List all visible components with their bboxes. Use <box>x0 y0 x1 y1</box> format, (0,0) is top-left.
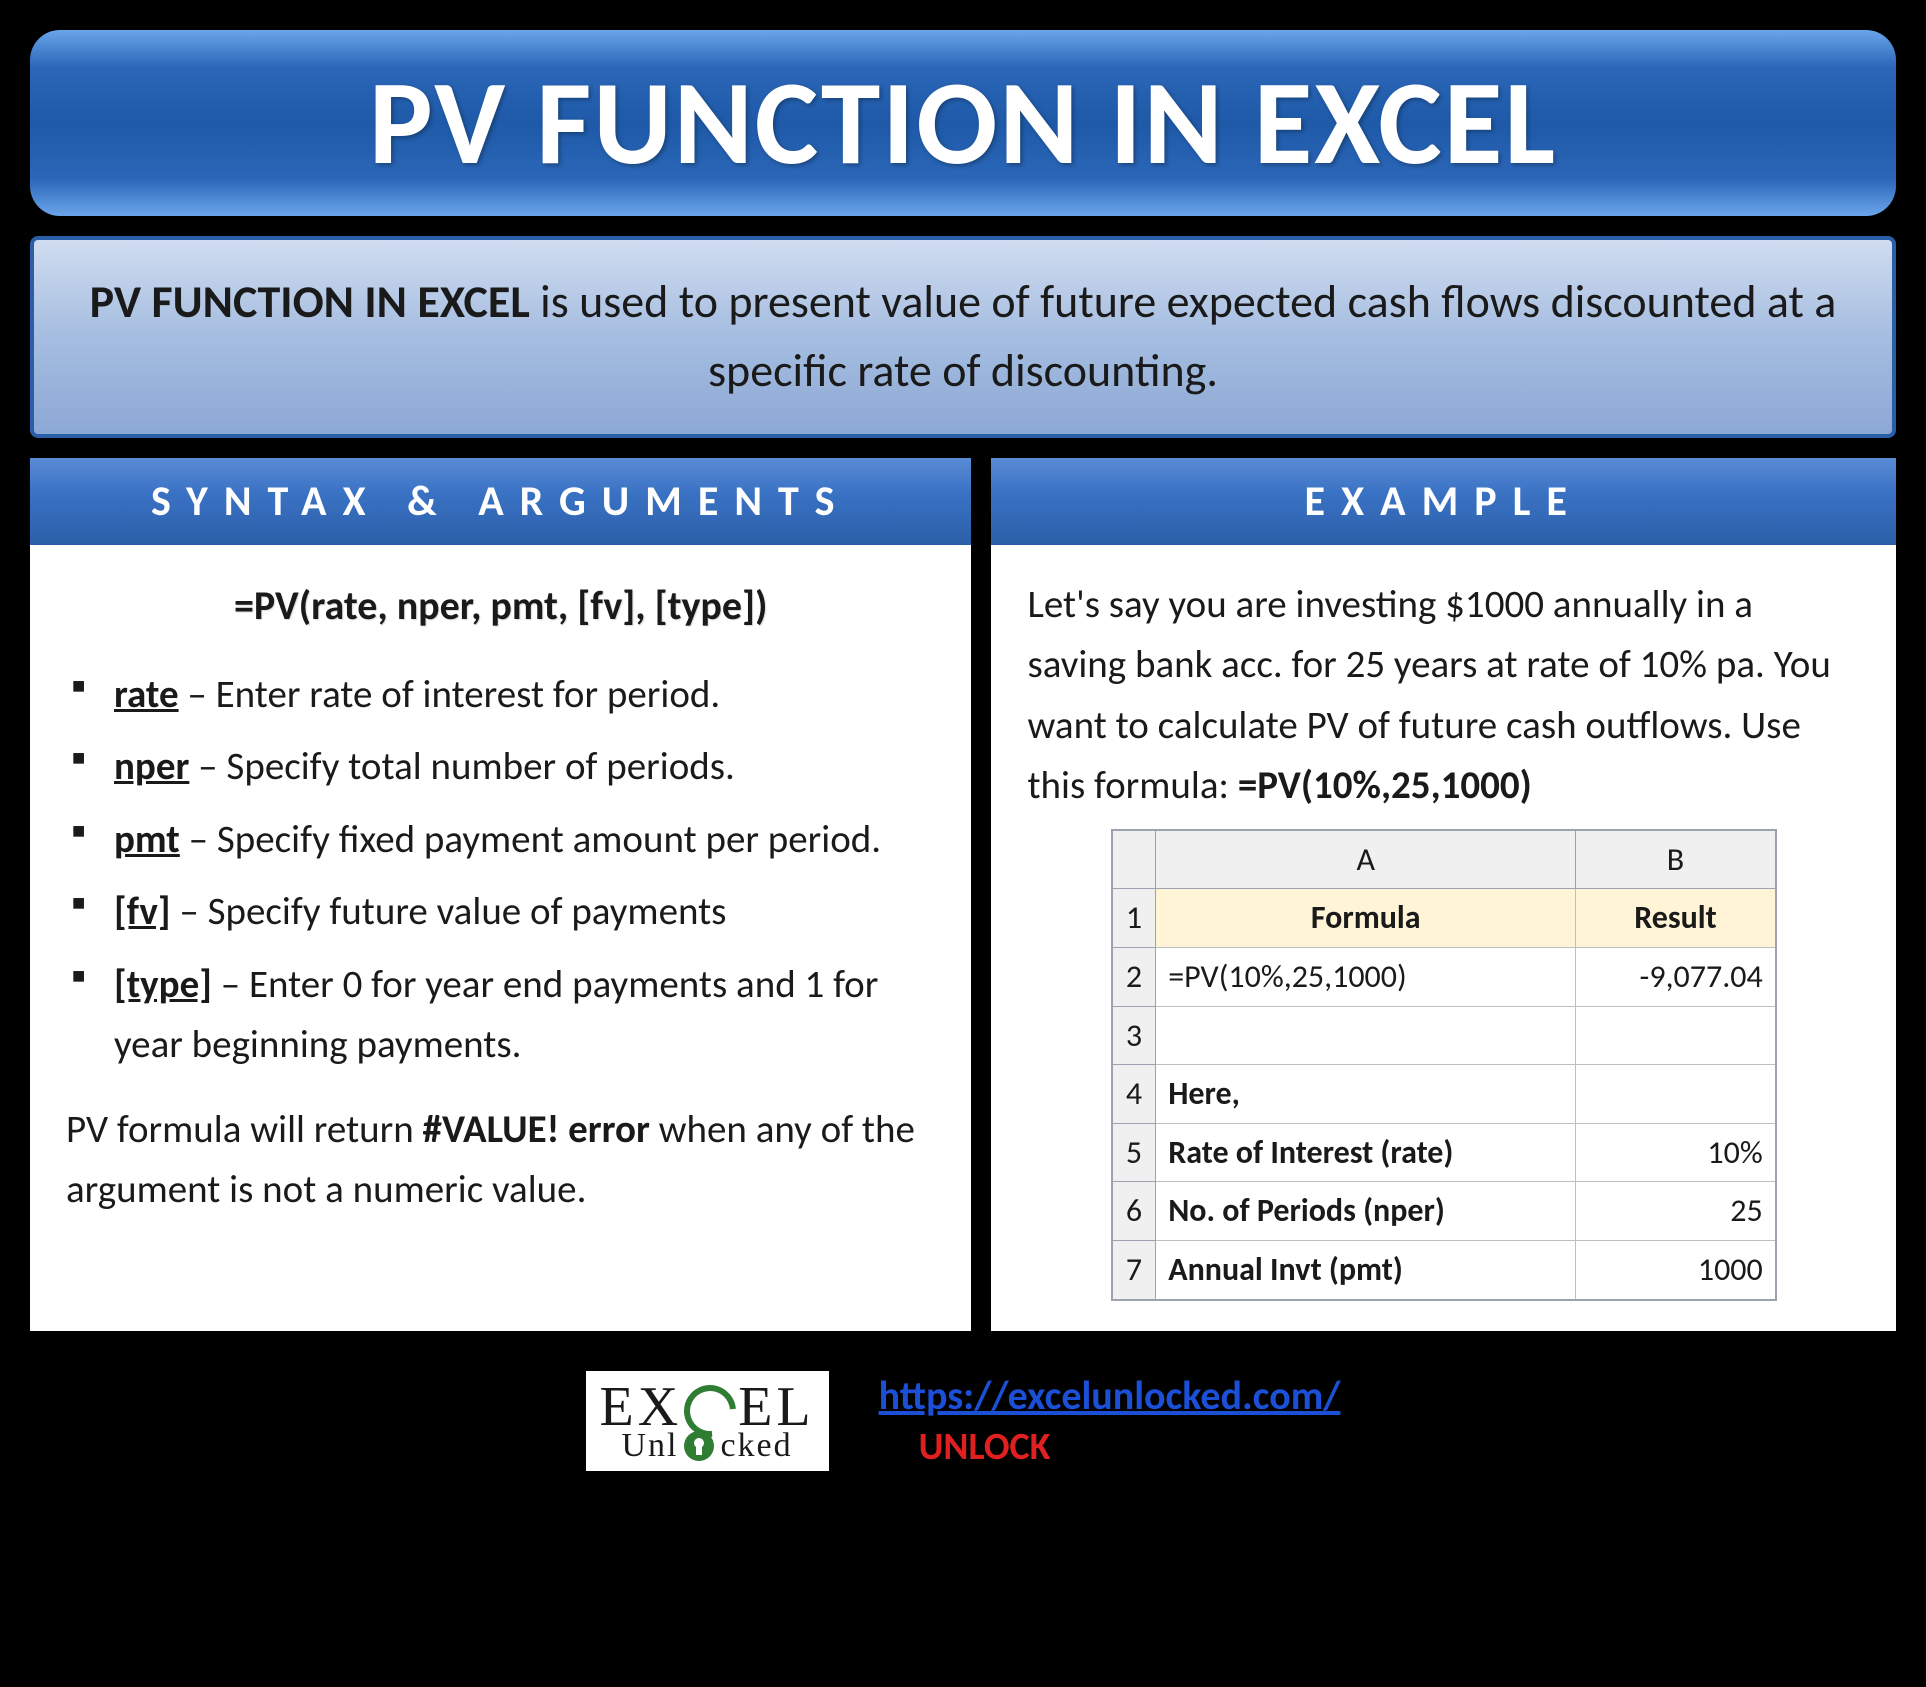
cell-b3 <box>1576 1006 1776 1065</box>
cell-b5: 10% <box>1576 1123 1776 1182</box>
cell-a3 <box>1156 1006 1576 1065</box>
cell-b4 <box>1576 1065 1776 1124</box>
cell-a6: No. of Periods (nper) <box>1156 1182 1576 1241</box>
cell-b1: Result <box>1576 889 1776 948</box>
title-banner: PV FUNCTION IN EXCEL <box>30 30 1896 216</box>
excel-table: A B 1 Formula Result 2 =PV(10%,25,1000) … <box>1111 829 1777 1301</box>
note-pre: PV formula will return <box>66 1106 423 1153</box>
cell-a4: Here, <box>1156 1065 1576 1124</box>
arg-desc: – Specify future value of payments <box>171 888 727 935</box>
cell-b7: 1000 <box>1576 1240 1776 1299</box>
syntax-body: =PV(rate, nper, pmt, [fv], [type]) rate … <box>30 545 971 1331</box>
footer-links: https://excelunlocked.com/ UNLOCK <box>879 1371 1341 1470</box>
arg-item: pmt – Specify fixed payment amount per p… <box>66 810 935 870</box>
logo-bottom-pre: Unl <box>621 1429 678 1463</box>
cell-a7: Annual Invt (pmt) <box>1156 1240 1576 1299</box>
syntax-header: SYNTAX & ARGUMENTS <box>30 458 971 545</box>
logo-bottom: Unl cked <box>621 1429 792 1463</box>
cell-a1: Formula <box>1156 889 1576 948</box>
arg-desc: – Specify fixed payment amount per perio… <box>180 816 881 863</box>
arg-item: [fv] – Specify future value of payments <box>66 882 935 942</box>
subtitle-banner: PV FUNCTION IN EXCEL is used to present … <box>30 236 1896 438</box>
col-header-a: A <box>1156 830 1576 889</box>
col-header-b: B <box>1576 830 1776 889</box>
arg-name: [type] <box>114 961 212 1008</box>
footer-unlock: UNLOCK <box>879 1424 1341 1470</box>
page-title: PV FUNCTION IN EXCEL <box>70 50 1856 196</box>
syntax-formula: =PV(rate, nper, pmt, [fv], [type]) <box>66 575 935 637</box>
cell-a5: Rate of Interest (rate) <box>1156 1123 1576 1182</box>
footer-url-link[interactable]: https://excelunlocked.com/ <box>879 1371 1341 1420</box>
arg-desc: – Specify total number of periods. <box>189 743 735 790</box>
logo-bottom-post: cked <box>720 1429 792 1463</box>
arg-name: rate <box>114 671 179 718</box>
arg-name: nper <box>114 743 189 790</box>
subtitle-bold: PV FUNCTION IN EXCEL <box>90 274 530 330</box>
example-body: Let's say you are investing $1000 annual… <box>991 545 1896 1331</box>
row-num: 4 <box>1112 1065 1156 1124</box>
logo: EX EL Unl cked <box>586 1371 829 1471</box>
keyhole-icon <box>684 1431 714 1461</box>
example-panel: EXAMPLE Let's say you are investing $100… <box>991 458 1896 1331</box>
argument-list: rate – Enter rate of interest for period… <box>66 665 935 1076</box>
row-num: 2 <box>1112 947 1156 1006</box>
content-columns: SYNTAX & ARGUMENTS =PV(rate, nper, pmt, … <box>30 458 1896 1331</box>
syntax-panel: SYNTAX & ARGUMENTS =PV(rate, nper, pmt, … <box>30 458 971 1331</box>
row-num: 1 <box>1112 889 1156 948</box>
footer: EX EL Unl cked https://excelunlocked.com… <box>30 1361 1896 1481</box>
arg-desc: – Enter rate of interest for period. <box>179 671 721 718</box>
row-num: 3 <box>1112 1006 1156 1065</box>
arg-item: rate – Enter rate of interest for period… <box>66 665 935 725</box>
arg-name: [fv] <box>114 888 171 935</box>
row-num: 7 <box>1112 1240 1156 1299</box>
example-formula: =PV(10%,25,1000) <box>1238 762 1532 809</box>
arg-desc: – Enter 0 for year end payments and 1 fo… <box>114 961 878 1068</box>
cell-b2: -9,077.04 <box>1576 947 1776 1006</box>
arg-item: [type] – Enter 0 for year end payments a… <box>66 955 935 1076</box>
subtitle-rest: is used to present value of future expec… <box>530 274 1837 399</box>
row-num: 5 <box>1112 1123 1156 1182</box>
example-header: EXAMPLE <box>991 458 1896 545</box>
cell-a2: =PV(10%,25,1000) <box>1156 947 1576 1006</box>
syntax-note: PV formula will return #VALUE! error whe… <box>66 1100 935 1221</box>
note-bold: #VALUE! error <box>423 1106 650 1153</box>
example-text: Let's say you are investing $1000 annual… <box>1027 575 1860 817</box>
cell-b6: 25 <box>1576 1182 1776 1241</box>
arg-name: pmt <box>114 816 180 863</box>
row-num: 6 <box>1112 1182 1156 1241</box>
arg-item: nper – Specify total number of periods. <box>66 737 935 797</box>
table-corner <box>1112 830 1156 889</box>
